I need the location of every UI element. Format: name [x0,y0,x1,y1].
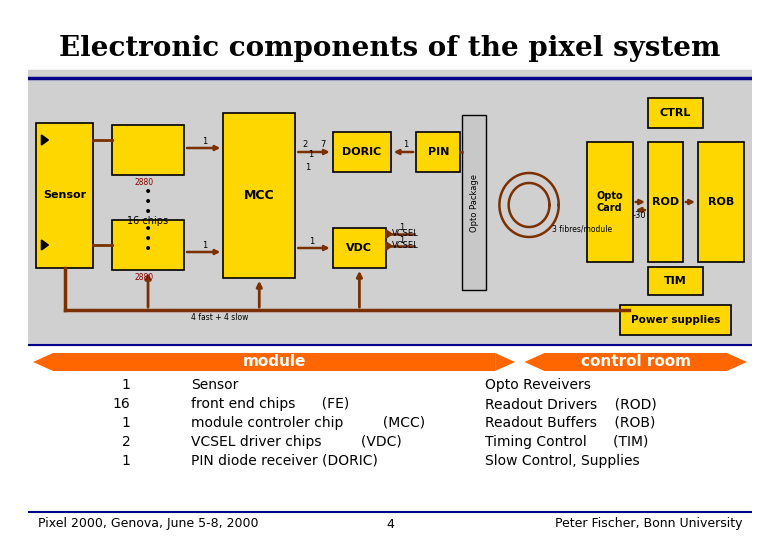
Bar [332,228,386,268]
Text: VCSEL: VCSEL [392,241,419,251]
Text: 1: 1 [308,150,314,159]
Text: 2: 2 [122,435,130,449]
Text: 2880: 2880 [134,178,153,187]
Text: 2: 2 [302,140,307,149]
Text: Peter Fischer, Bonn University: Peter Fischer, Bonn University [555,517,743,530]
Text: CTRL: CTRL [660,108,691,118]
Text: PIN: PIN [427,147,449,157]
Text: 1: 1 [305,163,310,172]
Text: •: • [144,222,152,236]
Text: •: • [144,195,152,209]
Polygon shape [524,353,544,371]
Bar [112,125,184,175]
Text: Opto Package: Opto Package [470,174,479,232]
Text: front end chips      (FE): front end chips (FE) [190,397,349,411]
Text: module controler chip         (MCC): module controler chip (MCC) [190,416,425,430]
Text: Readout Buffers    (ROB): Readout Buffers (ROB) [484,416,655,430]
Text: Timing Control      (TIM): Timing Control (TIM) [484,435,648,449]
Text: Opto
Card: Opto Card [597,191,623,213]
Polygon shape [495,353,515,371]
Text: •: • [144,185,152,199]
Text: Sensor: Sensor [190,378,238,392]
Text: Power supplies: Power supplies [631,315,720,325]
Text: control room: control room [580,354,690,369]
Text: 16 chips: 16 chips [127,216,168,226]
Text: DORIC: DORIC [342,147,381,157]
Text: TIM: TIM [664,276,687,286]
Text: 1: 1 [122,416,130,430]
Bar [698,142,744,262]
Text: •: • [144,242,152,256]
Text: 16: 16 [112,397,130,411]
Text: 1: 1 [310,237,314,246]
Text: module: module [243,354,306,369]
Bar [647,267,704,295]
Bar [587,142,633,262]
Text: Electronic components of the pixel system: Electronic components of the pixel syste… [59,35,721,62]
Text: 3 fibres/module: 3 fibres/module [552,225,612,234]
Text: 1: 1 [122,454,130,468]
Text: 1: 1 [202,137,207,146]
Polygon shape [386,230,392,238]
Text: VCSEL driver chips         (VDC): VCSEL driver chips (VDC) [190,435,402,449]
Bar [28,70,752,345]
Text: Pixel 2000, Genova, June 5-8, 2000: Pixel 2000, Genova, June 5-8, 2000 [37,517,258,530]
Polygon shape [41,240,48,250]
Bar [53,353,495,371]
Polygon shape [727,353,747,371]
Text: 2880: 2880 [134,273,153,282]
Text: PIN diode receiver (DORIC): PIN diode receiver (DORIC) [190,454,378,468]
Text: •: • [144,205,152,219]
Polygon shape [386,242,392,250]
Text: 4: 4 [386,517,394,530]
Text: 1: 1 [122,378,130,392]
Text: 1: 1 [399,236,405,245]
Text: ROB: ROB [707,197,734,207]
Text: ROD: ROD [652,197,679,207]
Text: Readout Drivers    (ROD): Readout Drivers (ROD) [484,397,656,411]
Text: 4 fast + 4 slow: 4 fast + 4 slow [190,313,248,322]
Bar [36,123,94,268]
Polygon shape [41,135,48,145]
Text: •: • [144,232,152,246]
Text: VDC: VDC [346,243,372,253]
Text: MCC: MCC [244,189,275,202]
Bar [332,132,391,172]
Bar [416,132,460,172]
Text: 1: 1 [399,223,405,232]
Bar [544,353,727,371]
Text: 1: 1 [202,241,207,250]
Bar [223,113,296,278]
Polygon shape [33,353,53,371]
Bar [647,142,683,262]
Bar [647,98,704,128]
Bar [112,220,184,270]
Text: VCSEL: VCSEL [392,230,419,239]
Text: Opto Reveivers: Opto Reveivers [484,378,590,392]
Text: Sensor: Sensor [43,191,86,200]
Text: 1: 1 [403,140,408,149]
Bar [463,115,487,290]
Text: 7: 7 [321,140,326,149]
Text: -30: -30 [633,211,647,220]
Text: Slow Control, Supplies: Slow Control, Supplies [484,454,639,468]
Bar [620,305,731,335]
